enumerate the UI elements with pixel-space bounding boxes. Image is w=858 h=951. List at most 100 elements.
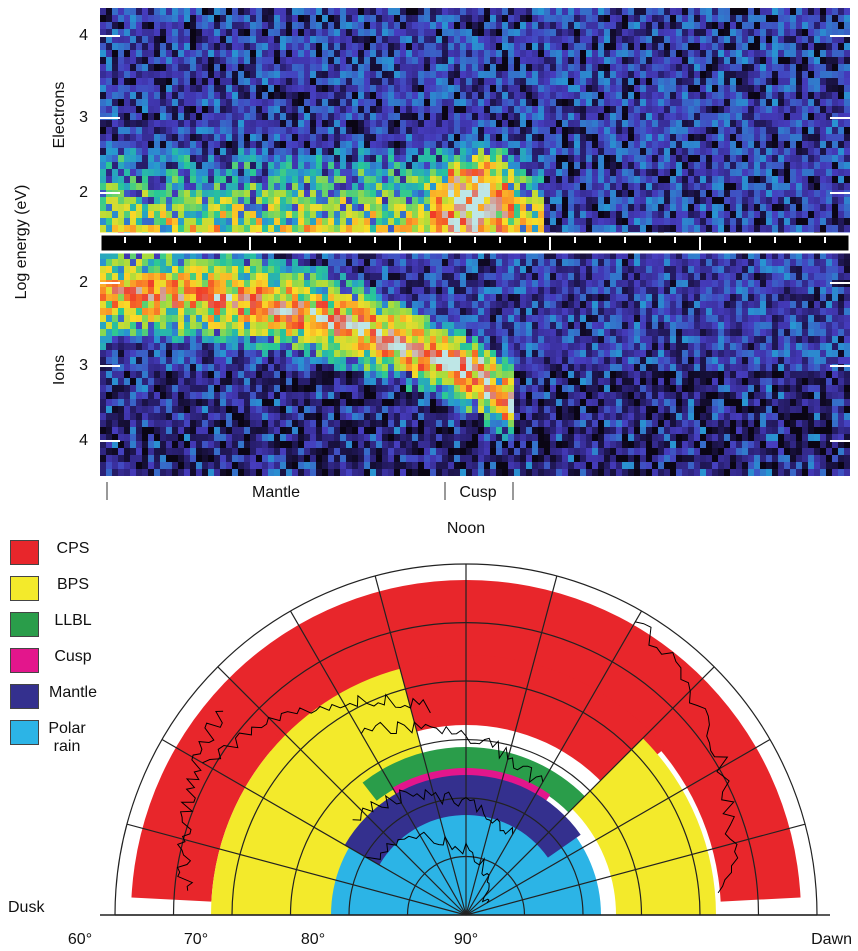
spectrum-cell <box>508 294 514 301</box>
spectrum-cell <box>100 162 106 169</box>
spectrum-cell <box>160 64 166 71</box>
spectrum-cell <box>310 22 316 29</box>
spectrum-cell <box>796 113 802 120</box>
spectrum-cell <box>712 50 718 57</box>
spectrum-cell <box>664 225 670 232</box>
spectrum-cell <box>352 15 358 22</box>
spectrum-cell <box>538 273 544 280</box>
spectrum-cell <box>550 190 556 197</box>
spectrum-cell <box>802 22 808 29</box>
spectrum-cell <box>796 211 802 218</box>
spectrum-cell <box>196 113 202 120</box>
spectrum-cell <box>622 141 628 148</box>
spectrum-cell <box>496 50 502 57</box>
spectrum-cell <box>400 266 406 273</box>
spectrum-cell <box>592 134 598 141</box>
spectrum-cell <box>658 259 664 266</box>
spectrum-cell <box>652 225 658 232</box>
spectrum-cell <box>286 113 292 120</box>
spectrum-cell <box>424 169 430 176</box>
spectrum-cell <box>826 218 832 225</box>
spectrum-cell <box>652 57 658 64</box>
spectrum-cell <box>748 148 754 155</box>
spectrum-cell <box>694 64 700 71</box>
spectrum-cell <box>184 29 190 36</box>
spectrum-cell <box>160 50 166 57</box>
spectrum-cell <box>286 127 292 134</box>
spectrum-cell <box>478 78 484 85</box>
spectrum-cell <box>622 106 628 113</box>
spectrum-cell <box>814 211 820 218</box>
spectrum-cell <box>424 287 430 294</box>
spectrum-cell <box>334 113 340 120</box>
spectrum-cell <box>784 169 790 176</box>
spectrum-cell <box>376 134 382 141</box>
spectrum-cell <box>664 57 670 64</box>
spectrum-cell <box>406 85 412 92</box>
spectrum-cell <box>526 218 532 225</box>
spectrum-cell <box>322 294 328 301</box>
spectrum-cell <box>184 148 190 155</box>
spectrum-cell <box>220 29 226 36</box>
spectrum-cell <box>418 273 424 280</box>
spectrum-cell <box>556 15 562 22</box>
spectrum-cell <box>286 99 292 106</box>
spectrum-cell <box>154 287 160 294</box>
spectrum-cell <box>172 99 178 106</box>
spectrum-cell <box>622 57 628 64</box>
spectrum-cell <box>250 176 256 183</box>
spectrum-cell <box>112 287 118 294</box>
spectrum-cell <box>844 273 850 280</box>
spectrum-cell <box>466 113 472 120</box>
spectrum-cell <box>274 8 280 15</box>
spectrum-cell <box>778 57 784 64</box>
spectrum-cell <box>394 120 400 127</box>
spectrum-cell <box>736 78 742 85</box>
spectrum-cell <box>538 8 544 15</box>
spectrum-cell <box>628 43 634 50</box>
spectrum-cell <box>268 218 274 225</box>
spectrum-cell <box>532 287 538 294</box>
spectrum-cell <box>166 190 172 197</box>
spectrum-cell <box>580 134 586 141</box>
spectrum-cell <box>142 43 148 50</box>
spectrum-cell <box>718 43 724 50</box>
spectrum-cell <box>478 148 484 155</box>
spectrum-cell <box>526 106 532 113</box>
spectrum-cell <box>706 176 712 183</box>
spectrum-cell <box>262 99 268 106</box>
spectrum-cell <box>544 15 550 22</box>
spectrum-cell <box>262 8 268 15</box>
spectrum-cell <box>832 183 838 190</box>
spectrum-cell <box>754 266 760 273</box>
spectrum-cell <box>598 99 604 106</box>
spectrum-cell <box>418 15 424 22</box>
spectrum-cell <box>586 134 592 141</box>
spectrum-cell <box>346 85 352 92</box>
spectrum-cell <box>316 113 322 120</box>
spectrum-cell <box>634 15 640 22</box>
spectrum-cell <box>106 176 112 183</box>
spectrum-cell <box>754 64 760 71</box>
spectrum-cell <box>352 127 358 134</box>
spectrum-cell <box>430 106 436 113</box>
spectrum-cell <box>658 92 664 99</box>
spectrum-cell <box>526 259 532 266</box>
spectrum-cell <box>778 99 784 106</box>
spectrum-cell <box>778 8 784 15</box>
spectrum-cell <box>184 204 190 211</box>
spectrum-cell <box>814 162 820 169</box>
spectrum-cell <box>688 176 694 183</box>
spectrum-cell <box>286 155 292 162</box>
spectrum-cell <box>784 190 790 197</box>
spectrum-cell <box>688 36 694 43</box>
spectrum-cell <box>286 211 292 218</box>
spectrum-cell <box>796 266 802 273</box>
spectrum-cell <box>232 273 238 280</box>
spectrum-cell <box>580 120 586 127</box>
spectrum-cell <box>262 78 268 85</box>
spectrum-cell <box>682 148 688 155</box>
spectrum-cell <box>448 22 454 29</box>
spectrum-cell <box>184 92 190 99</box>
spectrum-cell <box>616 134 622 141</box>
